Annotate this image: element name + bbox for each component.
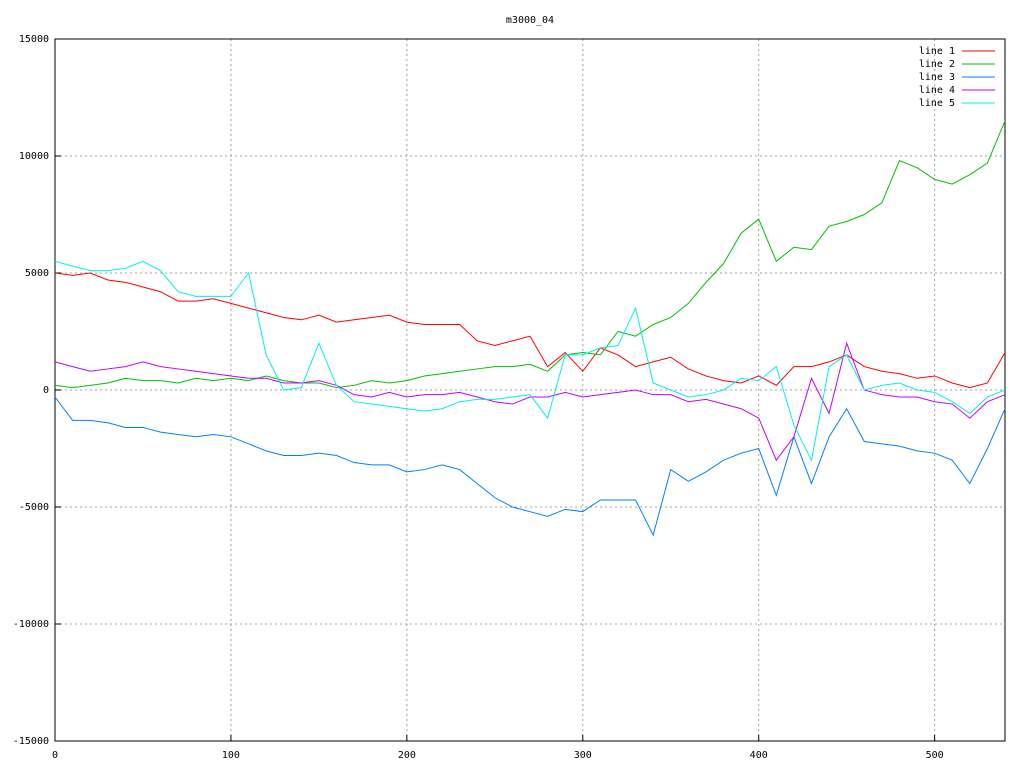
legend-label: line 2 bbox=[919, 59, 955, 70]
legend-label: line 1 bbox=[919, 46, 955, 57]
series-line bbox=[54, 260, 1006, 462]
x-tick-label: 200 bbox=[398, 750, 416, 761]
series-line bbox=[54, 120, 1006, 389]
x-tick-label: 300 bbox=[574, 750, 592, 761]
x-tick-label: 500 bbox=[926, 750, 944, 761]
series-line bbox=[54, 272, 1006, 389]
y-tick-label: -10000 bbox=[13, 619, 49, 630]
series-line bbox=[54, 341, 1006, 462]
y-tick-label: -5000 bbox=[19, 502, 49, 513]
x-tick-label: 0 bbox=[52, 750, 58, 761]
x-tick-label: 100 bbox=[222, 750, 240, 761]
series-line bbox=[54, 396, 1006, 537]
x-tick-label: 400 bbox=[750, 750, 768, 761]
legend-label: line 4 bbox=[919, 85, 955, 96]
y-tick-label: 10000 bbox=[19, 151, 49, 162]
chart-title: m3000_04 bbox=[506, 15, 554, 26]
y-tick-label: 5000 bbox=[25, 268, 49, 279]
y-tick-label: -15000 bbox=[13, 736, 49, 747]
legend-label: line 3 bbox=[919, 72, 955, 83]
y-tick-label: 15000 bbox=[19, 34, 49, 45]
y-tick-label: 0 bbox=[43, 385, 49, 396]
legend-label: line 5 bbox=[919, 98, 955, 109]
